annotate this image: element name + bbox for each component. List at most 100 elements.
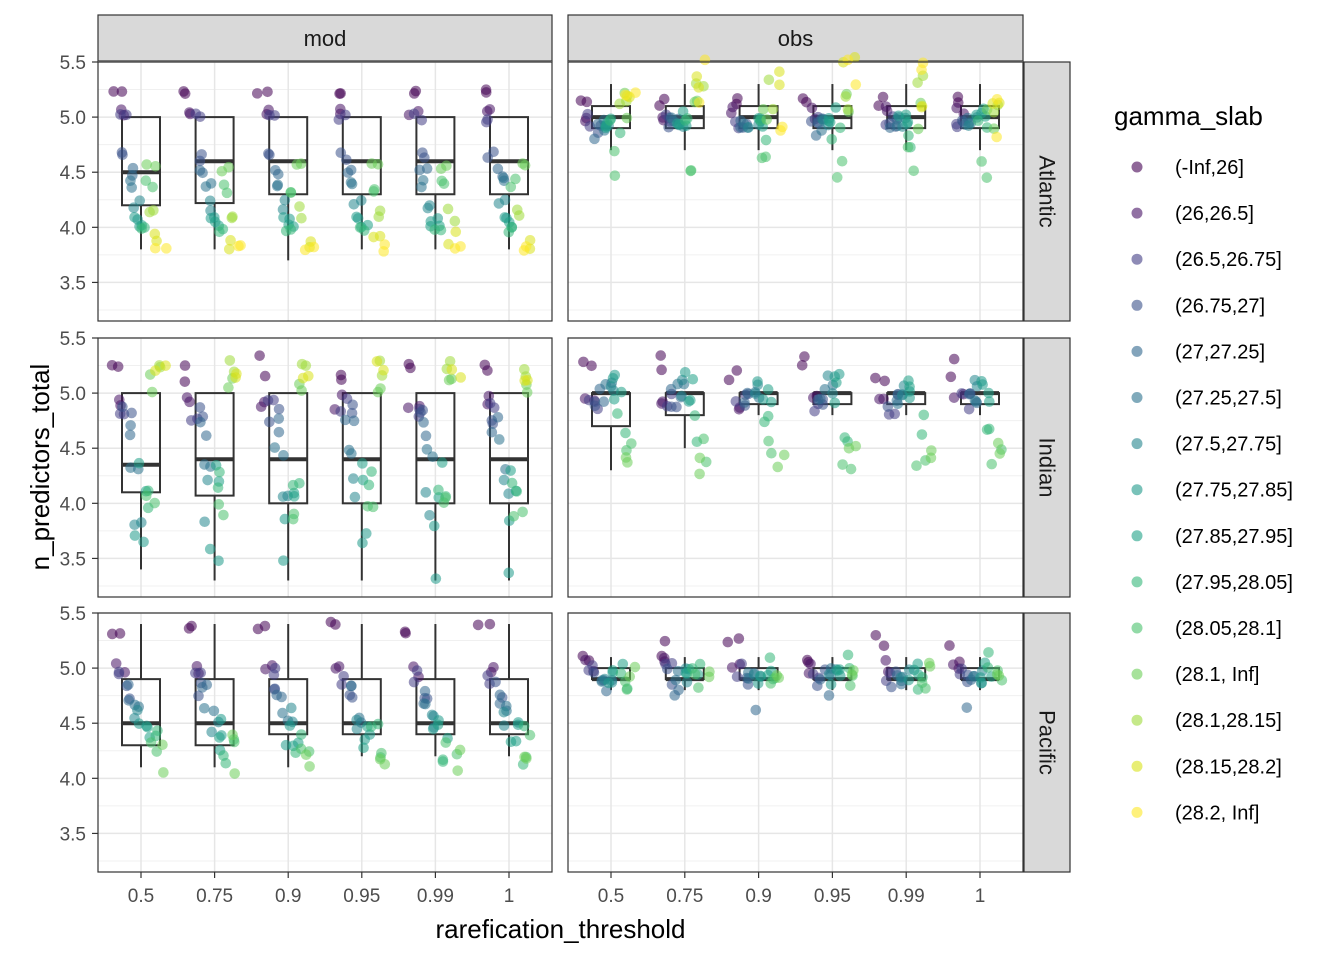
data-point <box>140 490 152 502</box>
data-point <box>442 203 454 215</box>
data-point <box>656 364 667 376</box>
legend-label: (-Inf,26] <box>1175 157 1244 179</box>
data-point <box>845 463 857 475</box>
data-point <box>774 66 785 77</box>
data-point <box>488 402 500 413</box>
x-tick-label: 0.99 <box>888 886 925 907</box>
data-point <box>993 670 1005 681</box>
box <box>341 392 382 505</box>
data-point <box>699 54 711 66</box>
facet-strip-bg <box>97 14 553 62</box>
data-point <box>444 356 456 367</box>
legend-key <box>1131 161 1143 173</box>
data-point <box>977 379 988 390</box>
data-point <box>685 165 696 177</box>
y-tick-label: 5.0 <box>60 659 86 680</box>
data-point <box>278 450 289 461</box>
data-point <box>363 479 375 491</box>
data-point <box>300 749 312 761</box>
legend-label: (28.1,28.15] <box>1175 710 1282 732</box>
data-point <box>194 402 206 413</box>
data-point <box>848 665 859 676</box>
box <box>268 392 309 505</box>
data-point <box>438 497 450 508</box>
data-point <box>284 720 296 731</box>
data-point <box>269 110 280 121</box>
data-point <box>226 212 238 224</box>
data-point <box>325 616 337 628</box>
data-point <box>617 658 629 670</box>
data-point <box>150 365 161 376</box>
data-point <box>694 468 705 480</box>
data-point <box>304 761 315 772</box>
data-point <box>224 355 236 366</box>
data-point <box>842 104 854 115</box>
x-tick-label: 0.99 <box>417 886 454 907</box>
data-point <box>900 109 912 121</box>
data-point <box>870 629 882 641</box>
x-tick-label: 0.5 <box>598 886 624 907</box>
data-point <box>482 152 493 163</box>
data-point <box>264 149 275 161</box>
x-tick-label: 1 <box>975 886 986 907</box>
legend: gamma_slab (-Inf,26] (26,26.5] (26.5,26.75]… <box>1114 101 1293 824</box>
data-point <box>147 181 158 193</box>
facet-strip-label: obs <box>778 26 813 51</box>
data-point <box>882 401 894 412</box>
facet-strip-atlantic: Atlantic <box>1023 61 1071 322</box>
data-point <box>916 677 928 689</box>
data-point <box>348 415 360 427</box>
data-point <box>903 130 914 141</box>
data-point <box>916 100 928 112</box>
data-point <box>129 211 140 223</box>
data-point <box>484 618 496 630</box>
data-point <box>524 729 536 741</box>
data-point <box>607 665 619 676</box>
data-point <box>179 360 191 371</box>
data-point <box>963 403 975 415</box>
data-point <box>449 243 461 254</box>
legend-key <box>1131 622 1143 634</box>
panel-bg <box>98 613 552 872</box>
legend-entry: (28.2, Inf] <box>1131 802 1260 824</box>
data-point <box>954 668 966 680</box>
data-point <box>141 159 152 170</box>
data-point <box>183 623 195 634</box>
data-point <box>904 392 915 404</box>
data-point <box>127 162 139 174</box>
data-point <box>689 410 701 421</box>
legend-label: (27.5,27.75] <box>1175 434 1282 456</box>
data-point <box>601 685 612 697</box>
data-point <box>837 459 848 470</box>
data-point <box>608 394 620 405</box>
legend-label: (28.05,28.1] <box>1175 618 1282 640</box>
data-point <box>126 407 137 419</box>
legend-label: (27,27.25] <box>1175 341 1265 363</box>
data-point <box>603 677 614 689</box>
data-point <box>285 186 297 198</box>
data-point <box>498 474 510 486</box>
data-point <box>991 93 1003 105</box>
data-point <box>264 416 275 428</box>
data-point <box>826 133 838 145</box>
data-point <box>689 668 701 680</box>
data-point <box>903 375 914 387</box>
y-axis-title: n_predictors_total <box>25 364 55 571</box>
data-point <box>339 414 351 426</box>
data-point <box>355 195 367 206</box>
data-point <box>277 491 289 502</box>
data-point <box>726 662 738 673</box>
data-point <box>736 658 747 670</box>
y-tick-label: 4.0 <box>60 218 86 239</box>
data-point <box>262 86 273 98</box>
points <box>577 629 1008 716</box>
data-point <box>739 397 750 408</box>
panel-pacific-mod <box>97 612 553 873</box>
data-point <box>589 133 600 145</box>
data-point <box>880 655 892 666</box>
legend-entry: (26.75,27] <box>1131 295 1265 317</box>
data-point <box>417 147 428 158</box>
panel-indian-mod <box>97 337 553 598</box>
box <box>194 678 235 747</box>
box <box>194 392 235 497</box>
